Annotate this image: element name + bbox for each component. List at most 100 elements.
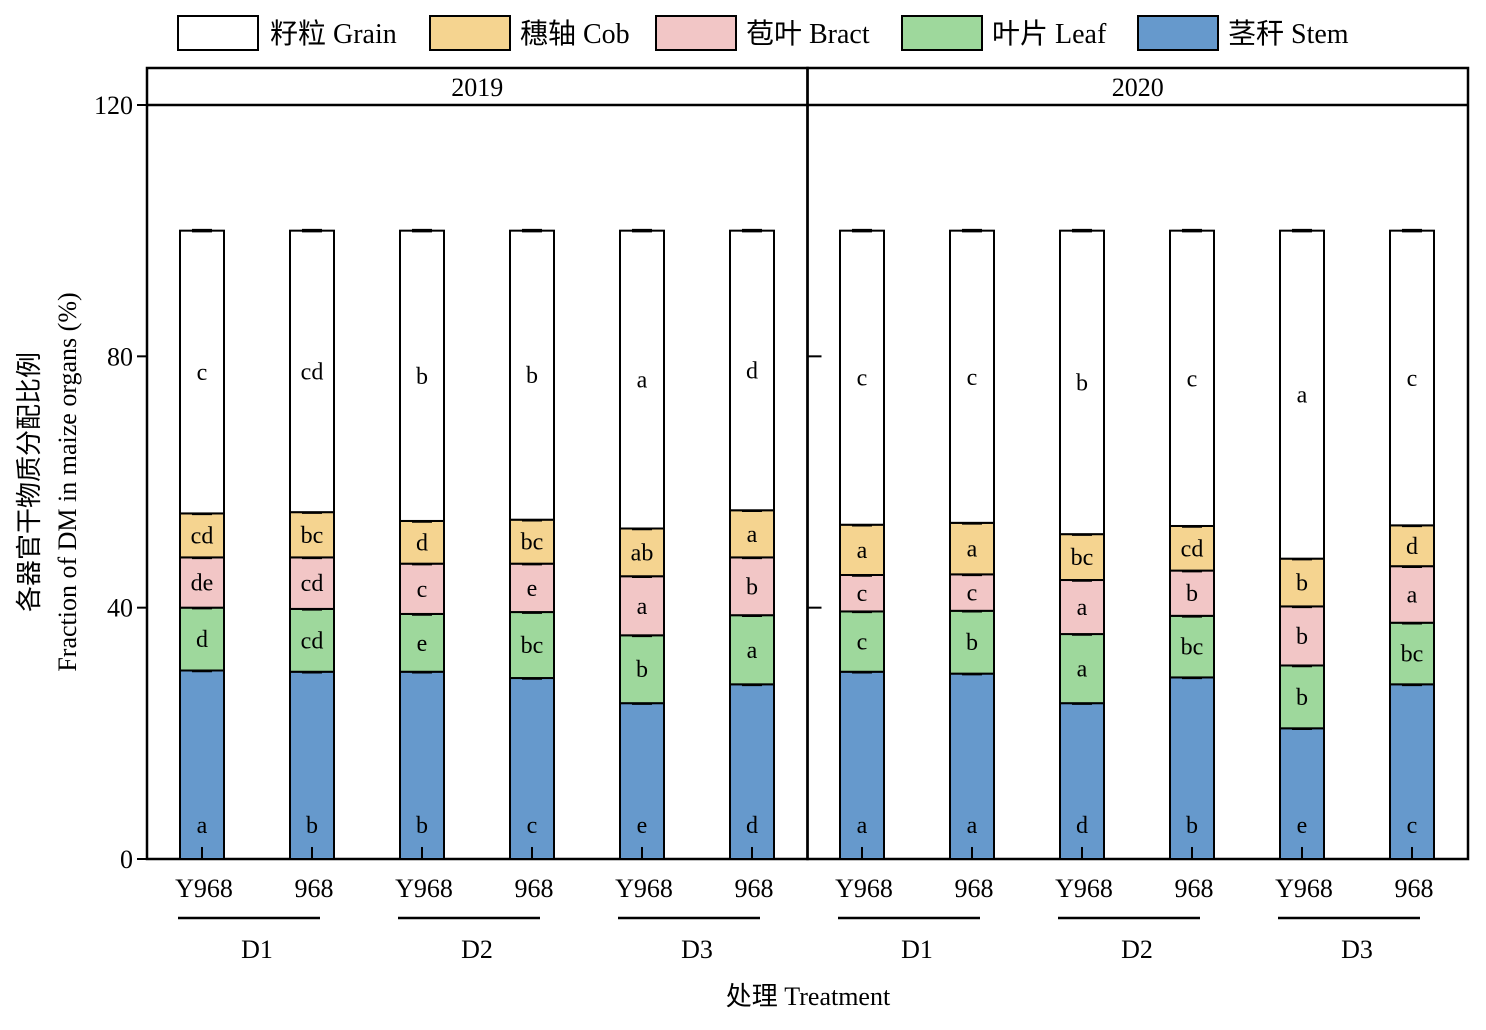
sig-letter-grain: c (1187, 366, 1198, 392)
bar-2019-D1-Y968: a d de cd c (179, 228, 225, 860)
panel-2020: 2020 (806, 66, 1470, 861)
x-axis: Y968 968 Y968 968 Y968 968 D1 D2 D3 Y968 968 Y968 96… (175, 874, 1433, 964)
sig-letter-stem: b (306, 813, 318, 839)
sig-letter-grain: b (416, 364, 428, 390)
sig-letter-leaf: e (417, 631, 428, 657)
legend-swatch-grain (177, 15, 259, 51)
bar-segment-stem (1279, 727, 1325, 860)
y-axis-title-cn: 各器官干物质分配比例 (15, 352, 44, 612)
sig-letter-grain: c (197, 360, 208, 386)
bar-segment-cob (1389, 524, 1435, 568)
group-label-D3: D3 (681, 935, 713, 964)
y-tick-label-80: 80 (107, 342, 133, 371)
bar-segment-bract (839, 573, 885, 613)
sig-letter-bract: a (1077, 595, 1088, 621)
bar-segment-cob (839, 523, 885, 576)
bar-2019-D2-Y968: b e cd b (399, 228, 445, 860)
sig-letter-bract: b (1186, 581, 1198, 607)
sig-letter-bract: cd (301, 571, 324, 597)
sig-letter-grain: b (1076, 370, 1088, 396)
bar-segment-leaf (509, 611, 555, 680)
bar-2019-D3-Y968: e b a ab a (619, 228, 665, 860)
sig-letter-leaf: bc (1401, 642, 1424, 668)
sig-letter-bract: c (417, 577, 428, 603)
bar-segment-bract (289, 556, 335, 610)
sig-letter-cob: bc (301, 523, 324, 549)
sig-letter-stem: c (1407, 813, 1418, 839)
bar-segment-leaf (1169, 614, 1215, 679)
legend: 籽粒 Grain 穗轴 Cob 苞叶 Bract 叶片 Leaf 茎秆 Stem (177, 15, 1349, 51)
legend-item-cob: 穗轴 Cob (429, 15, 630, 51)
sig-letter-cob: cd (1181, 536, 1204, 562)
sig-letter-cob: cd (191, 523, 214, 549)
bar-segment-cob (509, 518, 555, 565)
sig-letter-cob: a (747, 522, 758, 548)
bar-segment-grain (1059, 229, 1105, 536)
legend-swatch-cob (429, 15, 511, 51)
bar-segment-leaf (399, 612, 445, 673)
sig-letter-cob: a (857, 538, 868, 564)
sig-letter-stem: a (197, 813, 208, 839)
panel-frame (806, 66, 1470, 861)
sig-letter-stem: e (637, 813, 648, 839)
sig-letter-grain: cd (301, 359, 324, 385)
bar-segment-stem (949, 672, 995, 860)
bar-segment-bract (1279, 605, 1325, 667)
legend-label-stem: 茎秆 Stem (1228, 18, 1349, 50)
sig-letter-leaf: cd (301, 628, 324, 654)
sig-letter-leaf: a (747, 638, 758, 664)
sig-letter-stem: a (857, 813, 868, 839)
bar-2020-D3-968: c bc ad c (1389, 228, 1435, 860)
x-tick-label: Y968 (395, 874, 453, 903)
sig-letter-leaf: b (1296, 685, 1308, 711)
x-tick-label: 968 (955, 874, 994, 903)
sig-letter-bract: b (746, 574, 758, 600)
y-tick-label-120: 120 (94, 91, 133, 120)
bar-2020-D3-Y968: e b b b a (1279, 228, 1325, 860)
y-tick-label-0: 0 (120, 845, 133, 874)
bar-segment-stem (509, 677, 555, 860)
panels: 2019 2020 (145, 66, 1470, 861)
sig-letter-cob: a (967, 537, 978, 563)
bar-segment-grain (179, 229, 225, 515)
bar-segment-stem (1059, 702, 1105, 860)
bar-segment-stem (399, 670, 445, 860)
sig-letter-leaf: b (636, 657, 648, 683)
bar-segment-bract (1389, 565, 1435, 624)
group-label-D1: D1 (901, 935, 933, 964)
bar-2019-D1-968: b cd cd bc cd (289, 228, 335, 860)
legend-item-grain: 籽粒 Grain (177, 15, 397, 51)
bar-segment-leaf (1279, 664, 1325, 730)
y-axis: 0 40 80 120 (94, 91, 822, 874)
sig-letter-bract: b (1296, 624, 1308, 650)
sig-letter-leaf: bc (1181, 635, 1204, 661)
y-axis-title: Fraction of DM in maize organs (%) (53, 292, 82, 671)
legend-label-leaf: 叶片 Leaf (992, 18, 1107, 50)
bar-segment-bract (509, 562, 555, 614)
legend-label-bract: 苞叶 Bract (746, 18, 870, 50)
sig-letter-cob: bc (521, 530, 544, 556)
bar-segment-stem (1169, 676, 1215, 861)
sig-letter-grain: d (746, 358, 758, 384)
sig-letter-stem: e (1297, 813, 1308, 839)
sig-letter-leaf: b (966, 630, 978, 656)
panel-frame (145, 66, 809, 861)
group-label-D3: D3 (1341, 935, 1373, 964)
legend-item-stem: 茎秆 Stem (1137, 15, 1349, 51)
legend-swatch-bract (655, 15, 737, 51)
legend-swatch-stem (1137, 15, 1219, 51)
x-tick-label: 968 (515, 874, 554, 903)
bar-segment-grain (289, 229, 335, 514)
sig-letter-bract: a (637, 594, 648, 620)
bar-segment-grain (1389, 229, 1435, 527)
bar-segment-grain (949, 229, 995, 524)
bar-segment-grain (729, 229, 775, 512)
legend-item-bract: 苞叶 Bract (655, 15, 870, 51)
sig-letter-bract: c (967, 581, 978, 607)
sig-letter-bract: a (1407, 582, 1418, 608)
x-axis-title: 处理 Treatment (726, 982, 891, 1011)
legend-label-cob: 穗轴 Cob (520, 18, 630, 50)
bar-2020-D2-Y968: d a a bc b (1059, 228, 1105, 860)
bar-segment-grain (1279, 229, 1325, 560)
